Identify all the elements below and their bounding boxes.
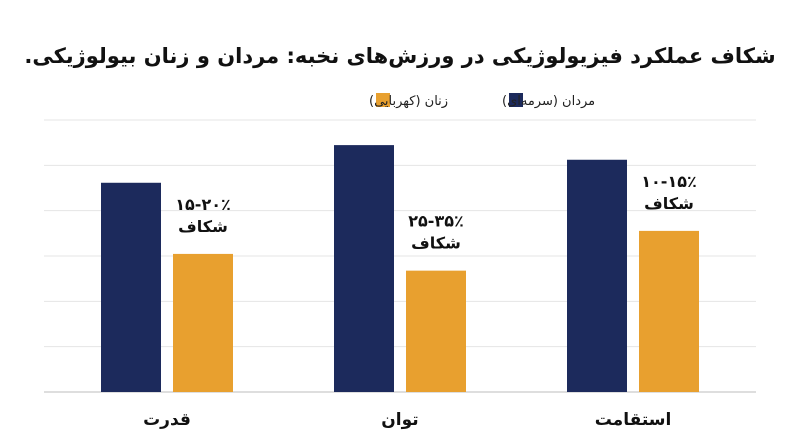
legend-swatch-men [509, 93, 523, 107]
category-label: استقامت [595, 410, 672, 430]
bar-women [639, 230, 699, 392]
gap-label-range: ۱۰-۱۵٪ [641, 172, 696, 191]
grid [44, 119, 756, 393]
labels: قدرت ۱۵-۲۰٪ شکاف توان ۲۵-۳۵٪ شکاف استقامت ۱۰-۱۵… [143, 172, 697, 430]
bar-men [334, 145, 394, 392]
gap-label-word: شکاف [411, 234, 461, 253]
bars [101, 145, 699, 392]
bar-women [173, 253, 233, 392]
gap-label-word: شکاف [178, 217, 228, 236]
gap-label-range: ۲۵-۳۵٪ [408, 212, 463, 231]
category-label: توان [381, 410, 418, 430]
bar-men [101, 182, 161, 392]
legend-label-men: مردان (سرمه‌ای) [502, 94, 595, 109]
legend-label-women: زنان (کهربایی) [369, 94, 448, 109]
legend: مردان (سرمه‌ای) زنان (کهربایی) [369, 93, 595, 109]
gap-label-range: ۱۵-۲۰٪ [175, 195, 230, 214]
category-label: قدرت [143, 410, 191, 430]
bar-women [406, 270, 466, 392]
gap-label-word: شکاف [644, 194, 694, 213]
chart-title: شکاف عملکرد فیزیولوژیکی در ورزش‌های نخبه… [24, 44, 775, 68]
bar-men [567, 159, 627, 392]
legend-swatch-women [376, 93, 390, 107]
